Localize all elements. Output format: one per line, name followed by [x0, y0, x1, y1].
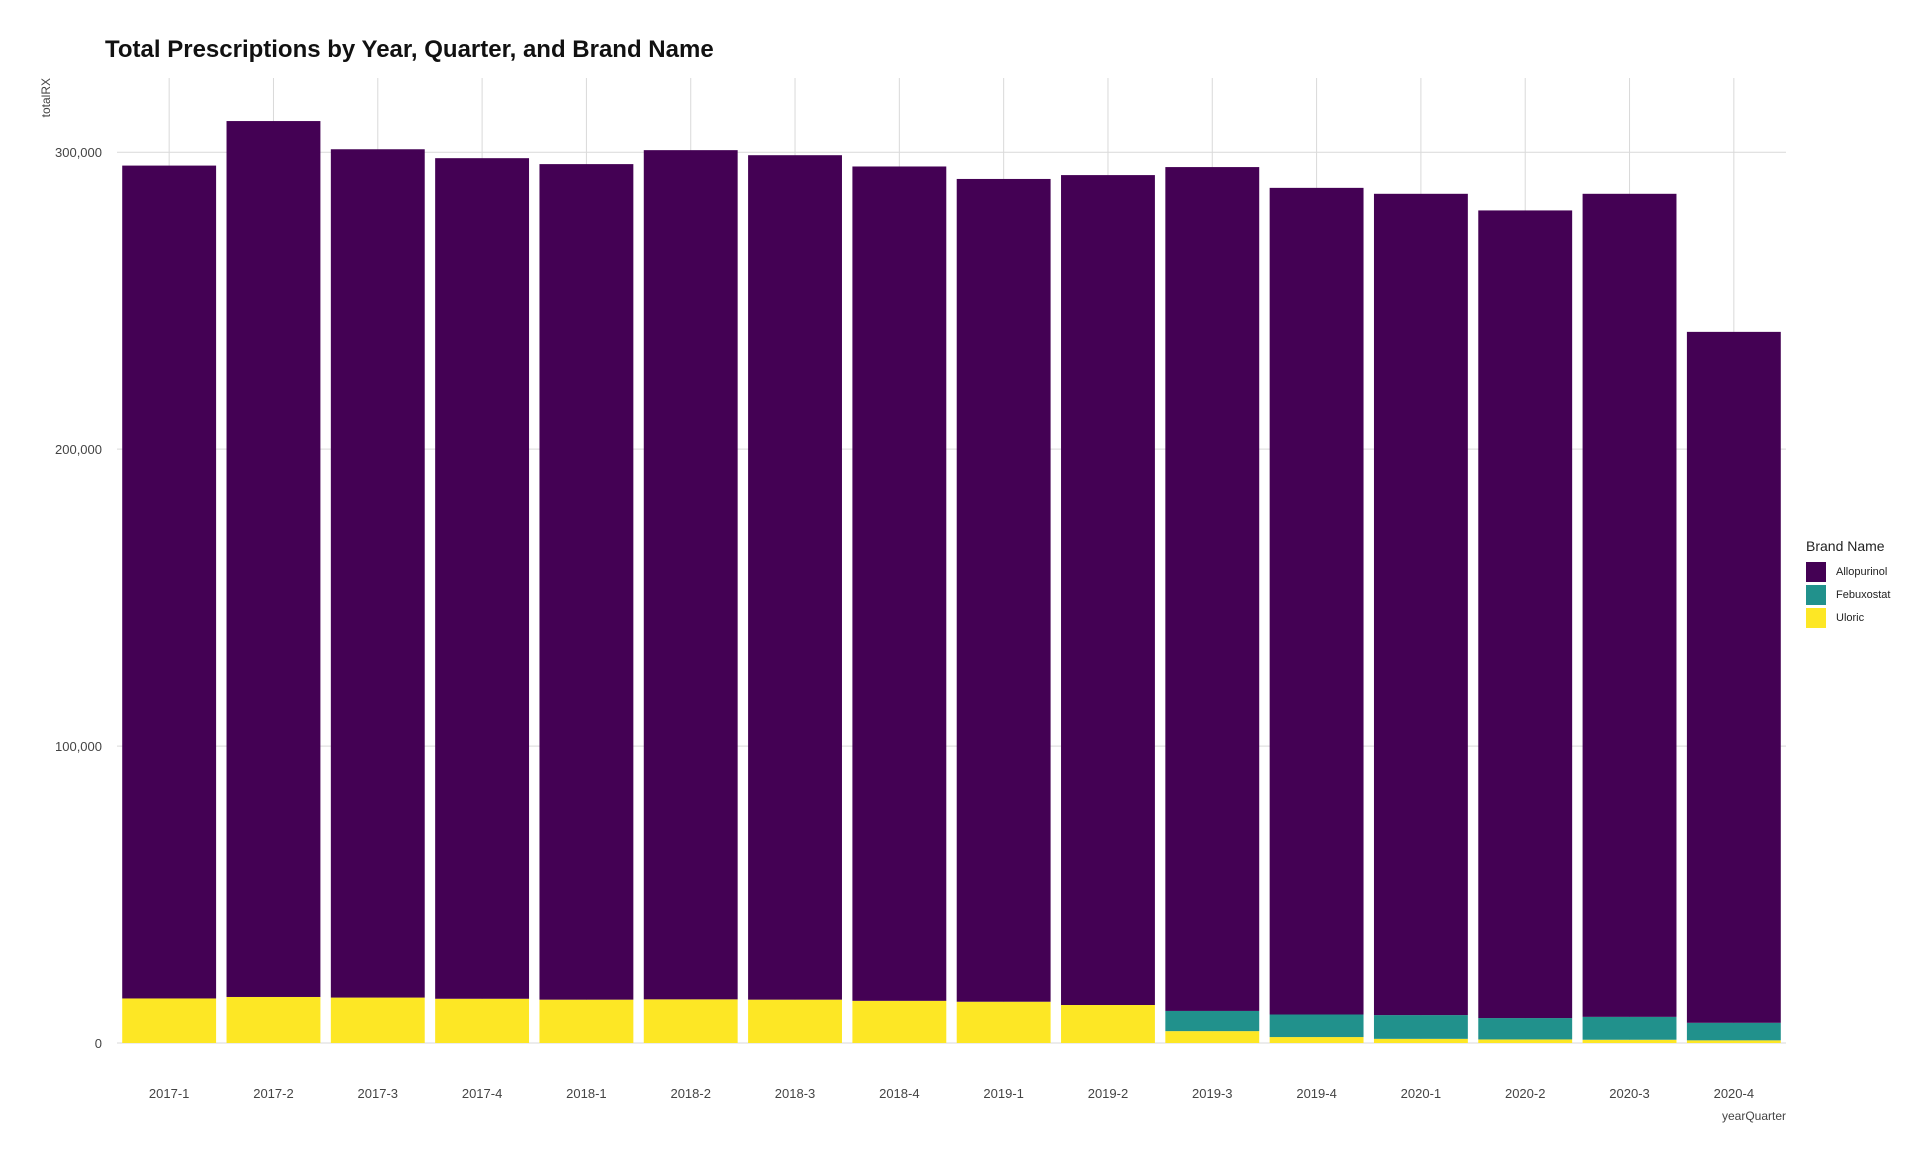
bar-febuxostat-2020-2: [1478, 1018, 1573, 1040]
bar-uloric-2018-3: [748, 999, 842, 1043]
x-tick-label: 2017-4: [462, 1086, 502, 1101]
bar-uloric-2019-4: [1269, 1037, 1364, 1043]
bar-uloric-2020-4: [1686, 1040, 1781, 1043]
y-tick-label: 200,000: [55, 442, 102, 457]
x-axis-label: yearQuarter: [1722, 1109, 1786, 1123]
bar-allopurinol-2017-4: [435, 158, 530, 999]
bar-allopurinol-2017-1: [122, 165, 217, 999]
bar-allopurinol-2018-3: [748, 155, 842, 1000]
x-tick-label: 2019-1: [983, 1086, 1023, 1101]
bar-allopurinol-2019-1: [956, 178, 1051, 1002]
x-tick-label: 2018-1: [566, 1086, 606, 1101]
x-tick-label: 2017-3: [358, 1086, 398, 1101]
x-tick-label: 2020-3: [1609, 1086, 1649, 1101]
bar-allopurinol-2018-1: [539, 164, 634, 1000]
legend-item-febuxostat: Febuxostat: [1806, 583, 1890, 606]
y-tick-label: 100,000: [55, 739, 102, 754]
legend-label: Uloric: [1836, 611, 1865, 624]
x-tick-label: 2019-2: [1088, 1086, 1128, 1101]
bar-uloric-2019-1: [956, 1001, 1051, 1043]
bar-febuxostat-2020-3: [1582, 1016, 1677, 1040]
bar-uloric-2017-4: [435, 998, 530, 1043]
bar-uloric-2017-2: [226, 996, 321, 1043]
x-tick-label: 2017-1: [149, 1086, 189, 1101]
bar-febuxostat-2019-3: [1165, 1010, 1260, 1032]
x-tick-label: 2018-4: [879, 1086, 919, 1101]
bar-uloric-2018-1: [539, 999, 634, 1043]
legend-label: Allopurinol: [1836, 565, 1888, 578]
y-tick-label: 300,000: [55, 145, 102, 160]
bar-uloric-2017-1: [122, 998, 217, 1043]
bar-uloric-2017-3: [330, 997, 425, 1043]
bar-allopurinol-2020-1: [1373, 193, 1468, 1016]
bar-uloric-2018-2: [643, 999, 738, 1043]
x-tick-label: 2018-2: [670, 1086, 710, 1101]
bar-allopurinol-2019-2: [1061, 175, 1155, 1005]
legend: Brand Name Allopurinol Febuxostat Uloric: [1806, 538, 1890, 629]
bar-uloric-2019-2: [1061, 1004, 1155, 1043]
legend-swatch: [1806, 584, 1826, 605]
bar-uloric-2020-2: [1478, 1039, 1573, 1043]
bar-febuxostat-2020-4: [1686, 1022, 1781, 1041]
bar-allopurinol-2017-3: [330, 149, 425, 998]
legend-item-allopurinol: Allopurinol: [1806, 560, 1890, 583]
legend-item-uloric: Uloric: [1806, 606, 1890, 629]
y-tick-label: 0: [95, 1036, 102, 1051]
legend-items: Allopurinol Febuxostat Uloric: [1806, 560, 1890, 629]
x-tick-label: 2018-3: [775, 1086, 815, 1101]
x-tick-label: 2020-1: [1401, 1086, 1441, 1101]
bar-uloric-2020-1: [1373, 1038, 1468, 1043]
bar-allopurinol-2020-2: [1478, 210, 1573, 1019]
bar-allopurinol-2019-3: [1165, 167, 1260, 1011]
x-tick-label: 2020-4: [1714, 1086, 1754, 1101]
x-tick-label: 2019-3: [1192, 1086, 1232, 1101]
bar-allopurinol-2018-2: [643, 150, 738, 1000]
legend-title: Brand Name: [1806, 538, 1885, 554]
bar-allopurinol-2020-3: [1582, 193, 1677, 1017]
legend-label: Febuxostat: [1836, 588, 1891, 601]
bar-uloric-2020-3: [1582, 1039, 1677, 1043]
bar-allopurinol-2020-4: [1686, 331, 1781, 1023]
y-axis-label: totalRX: [39, 78, 53, 117]
legend-swatch: [1806, 561, 1826, 582]
x-tick-label: 2020-2: [1505, 1086, 1545, 1101]
x-tick-label: 2017-2: [253, 1086, 293, 1101]
bar-febuxostat-2020-1: [1373, 1015, 1468, 1039]
bar-febuxostat-2019-4: [1269, 1014, 1364, 1038]
bar-allopurinol-2017-2: [226, 121, 321, 997]
bar-allopurinol-2019-4: [1269, 187, 1364, 1015]
legend-swatch: [1806, 607, 1826, 628]
chart-title: Total Prescriptions by Year, Quarter, an…: [105, 36, 714, 63]
bar-uloric-2019-3: [1165, 1031, 1260, 1043]
x-tick-label: 2019-4: [1296, 1086, 1336, 1101]
bar-allopurinol-2018-4: [852, 166, 947, 1001]
bar-uloric-2018-4: [852, 1000, 947, 1043]
